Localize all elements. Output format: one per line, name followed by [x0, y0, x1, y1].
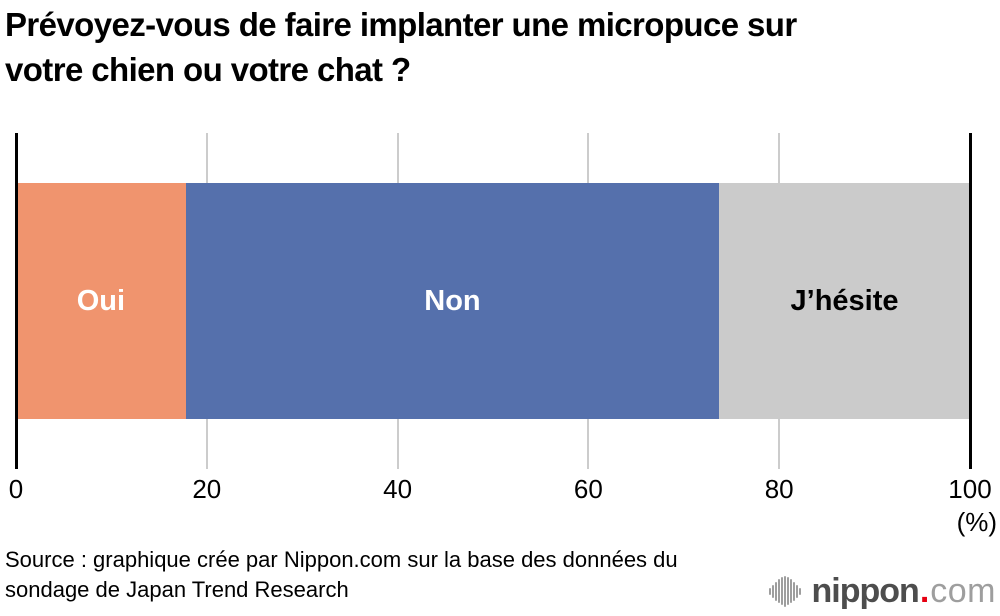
- bar-segment-oui: Oui: [16, 183, 186, 419]
- source-text: Source : graphique crée par Nippon.com s…: [5, 545, 678, 605]
- bar-segment-label-oui: Oui: [76, 284, 126, 317]
- chart-title-line1: Prévoyez-vous de faire implanter une mic…: [5, 6, 797, 43]
- soundwave-bar: [771, 584, 774, 598]
- logo-word-com: com: [930, 572, 996, 610]
- soundwave-bar: [792, 581, 795, 601]
- axis-line-0: [14, 133, 18, 469]
- chart-title-line2: votre chien ou votre chat ?: [5, 51, 411, 88]
- logo-red-dot: .: [919, 572, 930, 610]
- bar-segment-j-hesite: J’hésite: [719, 183, 970, 419]
- soundwave-bar: [768, 587, 771, 595]
- x-tick-label-80: 80: [764, 474, 794, 504]
- soundwave-bar: [786, 577, 789, 605]
- soundwave-bar: [795, 584, 798, 598]
- chart-title: Prévoyez-vous de faire implanter une mic…: [5, 2, 990, 92]
- bar-segment-non: Non: [185, 183, 720, 419]
- logo-word-nippon: nippon: [811, 572, 920, 610]
- x-tick-label-40: 40: [383, 474, 413, 504]
- plot-area: Oui Non J’hésite: [14, 133, 972, 469]
- nippon-logo-wordmark: nippon . com: [812, 574, 996, 608]
- soundwave-bars-icon: [768, 575, 802, 607]
- x-tick-label-100: 100: [948, 474, 992, 504]
- bar-segment-label-non: Non: [424, 284, 481, 317]
- x-tick-label-60: 60: [573, 474, 603, 504]
- axis-line-100: [968, 133, 972, 469]
- x-tick-label-0: 0: [8, 474, 24, 504]
- soundwave-bar: [798, 587, 801, 595]
- bar-segment-label-j-hesite: J’hésite: [790, 284, 899, 317]
- source-text-line2: sondage de Japan Trend Research: [5, 577, 349, 602]
- source-text-line1: Source : graphique crée par Nippon.com s…: [5, 547, 678, 572]
- axis-unit-label: (%): [956, 507, 997, 537]
- soundwave-bar: [789, 579, 792, 603]
- soundwave-bar: [783, 575, 786, 607]
- nippon-logo: nippon . com: [768, 574, 996, 608]
- soundwave-bar: [777, 579, 780, 603]
- soundwave-bar: [780, 577, 783, 605]
- soundwave-bar: [774, 581, 777, 601]
- x-tick-label-20: 20: [192, 474, 222, 504]
- stacked-bar: Oui Non J’hésite: [16, 183, 970, 419]
